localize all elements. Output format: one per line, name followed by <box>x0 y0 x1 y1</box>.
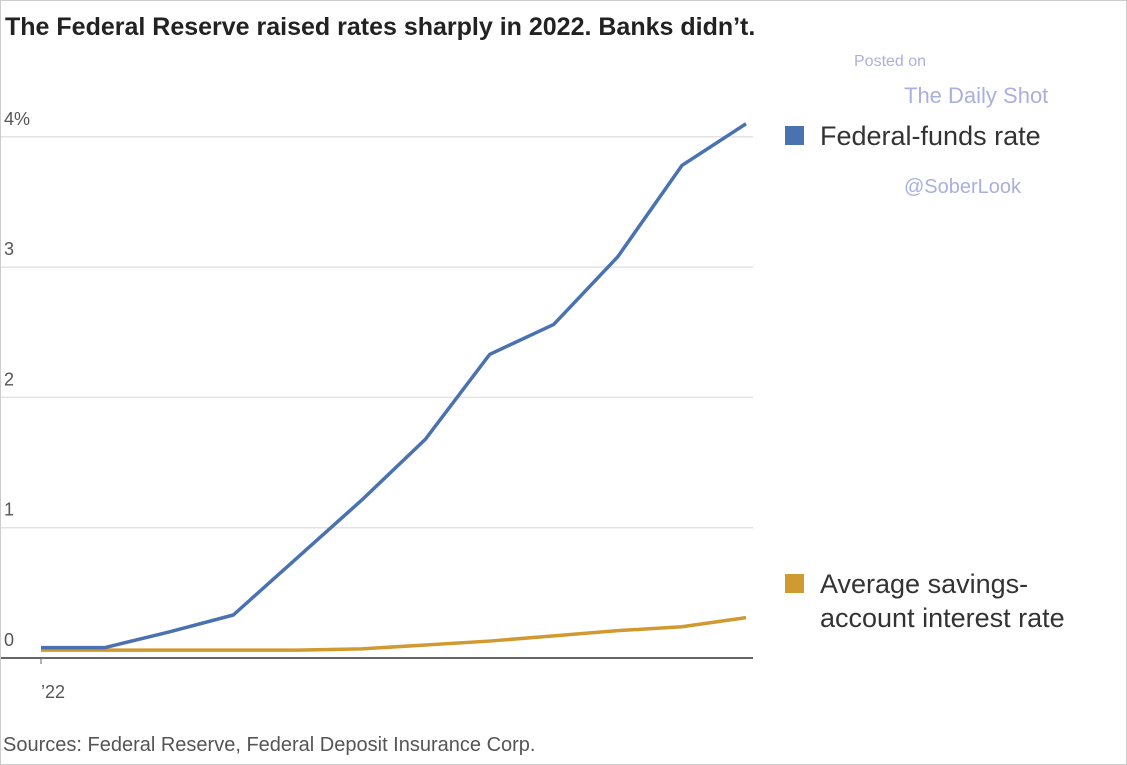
legend-swatch <box>785 126 804 145</box>
legend-item: Federal-funds rate <box>785 119 1105 153</box>
chart-title: The Federal Reserve raised rates sharply… <box>5 13 756 41</box>
y-tick-label: 2 <box>4 369 14 389</box>
watermark: Posted on <box>854 53 927 70</box>
watermark: The Daily Shot <box>904 83 1049 108</box>
y-tick-label: 4% <box>4 109 30 129</box>
x-tick-label: ’22 <box>41 682 65 702</box>
legend-swatch <box>785 574 804 593</box>
series-line <box>41 615 747 652</box>
y-tick-label: 3 <box>4 239 14 259</box>
y-tick-label: 0 <box>4 630 14 650</box>
watermark: @SoberLook <box>904 176 1022 198</box>
legend-label: Average savings-account interest rate <box>820 569 1065 633</box>
legend-item: Average savings-account interest rate <box>785 567 1105 635</box>
legend-label: Federal-funds rate <box>820 121 1041 151</box>
series-line <box>41 122 747 650</box>
source: Sources: Federal Reserve, Federal Deposi… <box>3 734 536 756</box>
y-tick-label: 1 <box>4 500 14 520</box>
